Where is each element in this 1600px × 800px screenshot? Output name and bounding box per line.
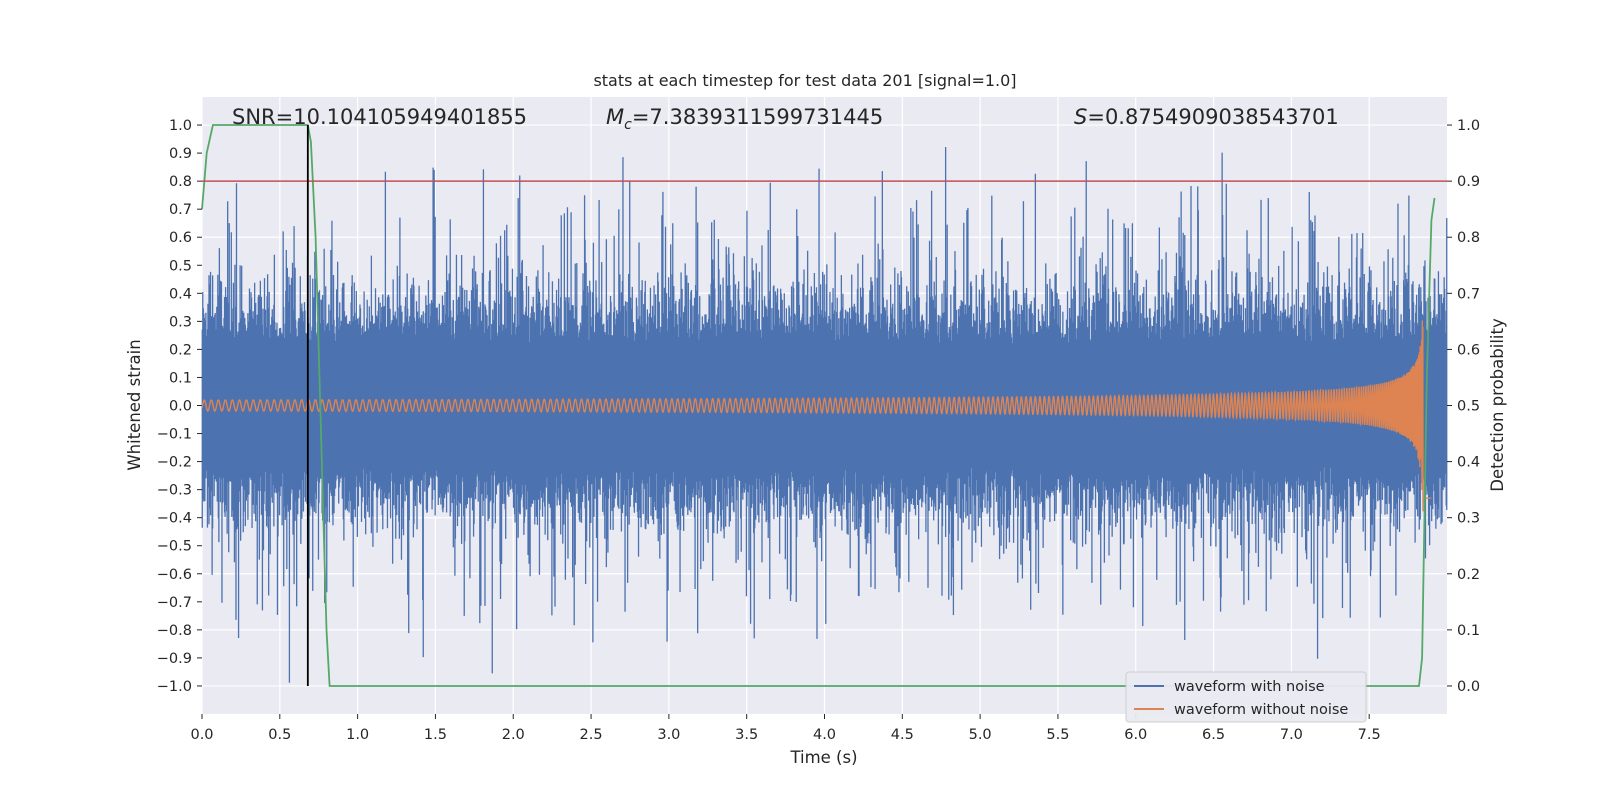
- right-y-tick-label: 0.7: [1457, 286, 1480, 302]
- right-y-tick-label: 1.0: [1457, 118, 1480, 134]
- x-tick-label: 6.0: [1124, 727, 1147, 743]
- x-axis-label: Time (s): [789, 748, 857, 767]
- detection-probability-line: [201, 124, 1436, 687]
- mc-value: =7.3839311599731445: [632, 105, 883, 129]
- left-y-tick-label: −0.7: [157, 595, 192, 611]
- left-y-tick-label: −0.2: [157, 455, 192, 471]
- x-tick-label: 7.0: [1280, 727, 1303, 743]
- mc-subscript: c: [624, 117, 632, 133]
- clean-waveform-line: [201, 320, 1432, 512]
- left-y-tick-label: 0.3: [169, 314, 192, 330]
- x-tick-label: 4.0: [813, 727, 836, 743]
- right-y-axis-ticks: 1.0 0.9 0.8 0.7 0.6 0.5 0.4 0.3 0.2 0.1 0.0: [1447, 118, 1480, 695]
- x-tick-label: 1.0: [346, 727, 369, 743]
- left-y-tick-label: −0.5: [157, 539, 192, 555]
- x-tick-label: 2.0: [502, 727, 525, 743]
- right-y-tick-label: 0.8: [1457, 230, 1480, 246]
- right-y-tick-label: 0.0: [1457, 679, 1480, 695]
- left-y-tick-label: −0.3: [157, 483, 192, 499]
- legend-label-noisy: waveform with noise: [1174, 679, 1325, 695]
- left-y-tick-label: 0.1: [169, 370, 192, 386]
- legend-label-clean: waveform without noise: [1174, 702, 1348, 718]
- chart-title: stats at each timestep for test data 201…: [593, 71, 1016, 90]
- series-waveform-without-noise: [201, 320, 1432, 512]
- left-y-tick-label: −1.0: [157, 679, 192, 695]
- x-tick-label: 1.5: [424, 727, 447, 743]
- right-y-tick-label: 0.1: [1457, 623, 1480, 639]
- left-y-tick-label: 1.0: [169, 118, 192, 134]
- right-y-tick-label: 0.3: [1457, 511, 1480, 527]
- x-tick-label: 2.5: [580, 727, 603, 743]
- left-y-tick-label: −0.1: [157, 427, 192, 443]
- left-y-tick-label: 0.2: [169, 342, 192, 358]
- left-y-axis-label: Whitened strain: [125, 339, 144, 470]
- snr-annotation: SNR=10.104105949401855: [232, 105, 527, 129]
- s-value: =0.8754909038543701: [1087, 105, 1338, 129]
- mc-symbol: M: [606, 105, 624, 129]
- x-tick-label: 5.5: [1046, 727, 1069, 743]
- s-symbol: S: [1074, 105, 1087, 129]
- legend: waveform with noise waveform without noi…: [1125, 671, 1367, 723]
- left-y-tick-label: 0.7: [169, 202, 192, 218]
- x-tick-label: 3.5: [735, 727, 758, 743]
- chirp-mass-annotation: Mc=7.3839311599731445: [606, 105, 883, 133]
- left-y-tick-label: −0.8: [157, 623, 192, 639]
- x-tick-label: 4.5: [891, 727, 914, 743]
- right-y-tick-label: 0.2: [1457, 567, 1480, 583]
- left-y-tick-label: 0.5: [169, 258, 192, 274]
- left-y-tick-label: 0.9: [169, 146, 192, 162]
- x-tick-label: 6.5: [1202, 727, 1225, 743]
- left-y-tick-label: 0.0: [169, 399, 192, 415]
- right-y-tick-label: 0.4: [1457, 455, 1480, 471]
- x-tick-label: 7.5: [1358, 727, 1381, 743]
- legend-box: [1125, 671, 1367, 723]
- left-y-tick-label: 0.8: [169, 174, 192, 190]
- right-y-tick-label: 0.6: [1457, 342, 1480, 358]
- series-detection-probability: [201, 124, 1447, 687]
- s-annotation: S=0.8754909038543701: [1074, 105, 1339, 129]
- x-tick-label: 0.5: [268, 727, 291, 743]
- left-y-tick-label: −0.9: [157, 651, 192, 667]
- left-y-tick-label: 0.4: [169, 286, 192, 302]
- left-y-axis-ticks: 1.0 0.9 0.8 0.7 0.6 0.5 0.4 0.3 0.2 0.1 0.0 −0.1 −0.…: [157, 118, 202, 695]
- right-y-axis-label: Detection probability: [1488, 318, 1507, 492]
- left-y-tick-label: −0.6: [157, 567, 192, 583]
- x-axis-ticks: 0.0 0.5 1.0 1.5 2.0 2.5 3.0 3.5 4.0 4.5 5.0 5.5 6.0 6…: [190, 714, 1381, 743]
- x-tick-label: 3.0: [657, 727, 680, 743]
- left-y-tick-label: −0.4: [157, 511, 192, 527]
- x-tick-label: 5.0: [969, 727, 992, 743]
- left-y-tick-label: 0.6: [169, 230, 192, 246]
- right-y-tick-label: 0.5: [1457, 399, 1480, 415]
- x-tick-label: 0.0: [190, 727, 213, 743]
- right-y-tick-label: 0.9: [1457, 174, 1480, 190]
